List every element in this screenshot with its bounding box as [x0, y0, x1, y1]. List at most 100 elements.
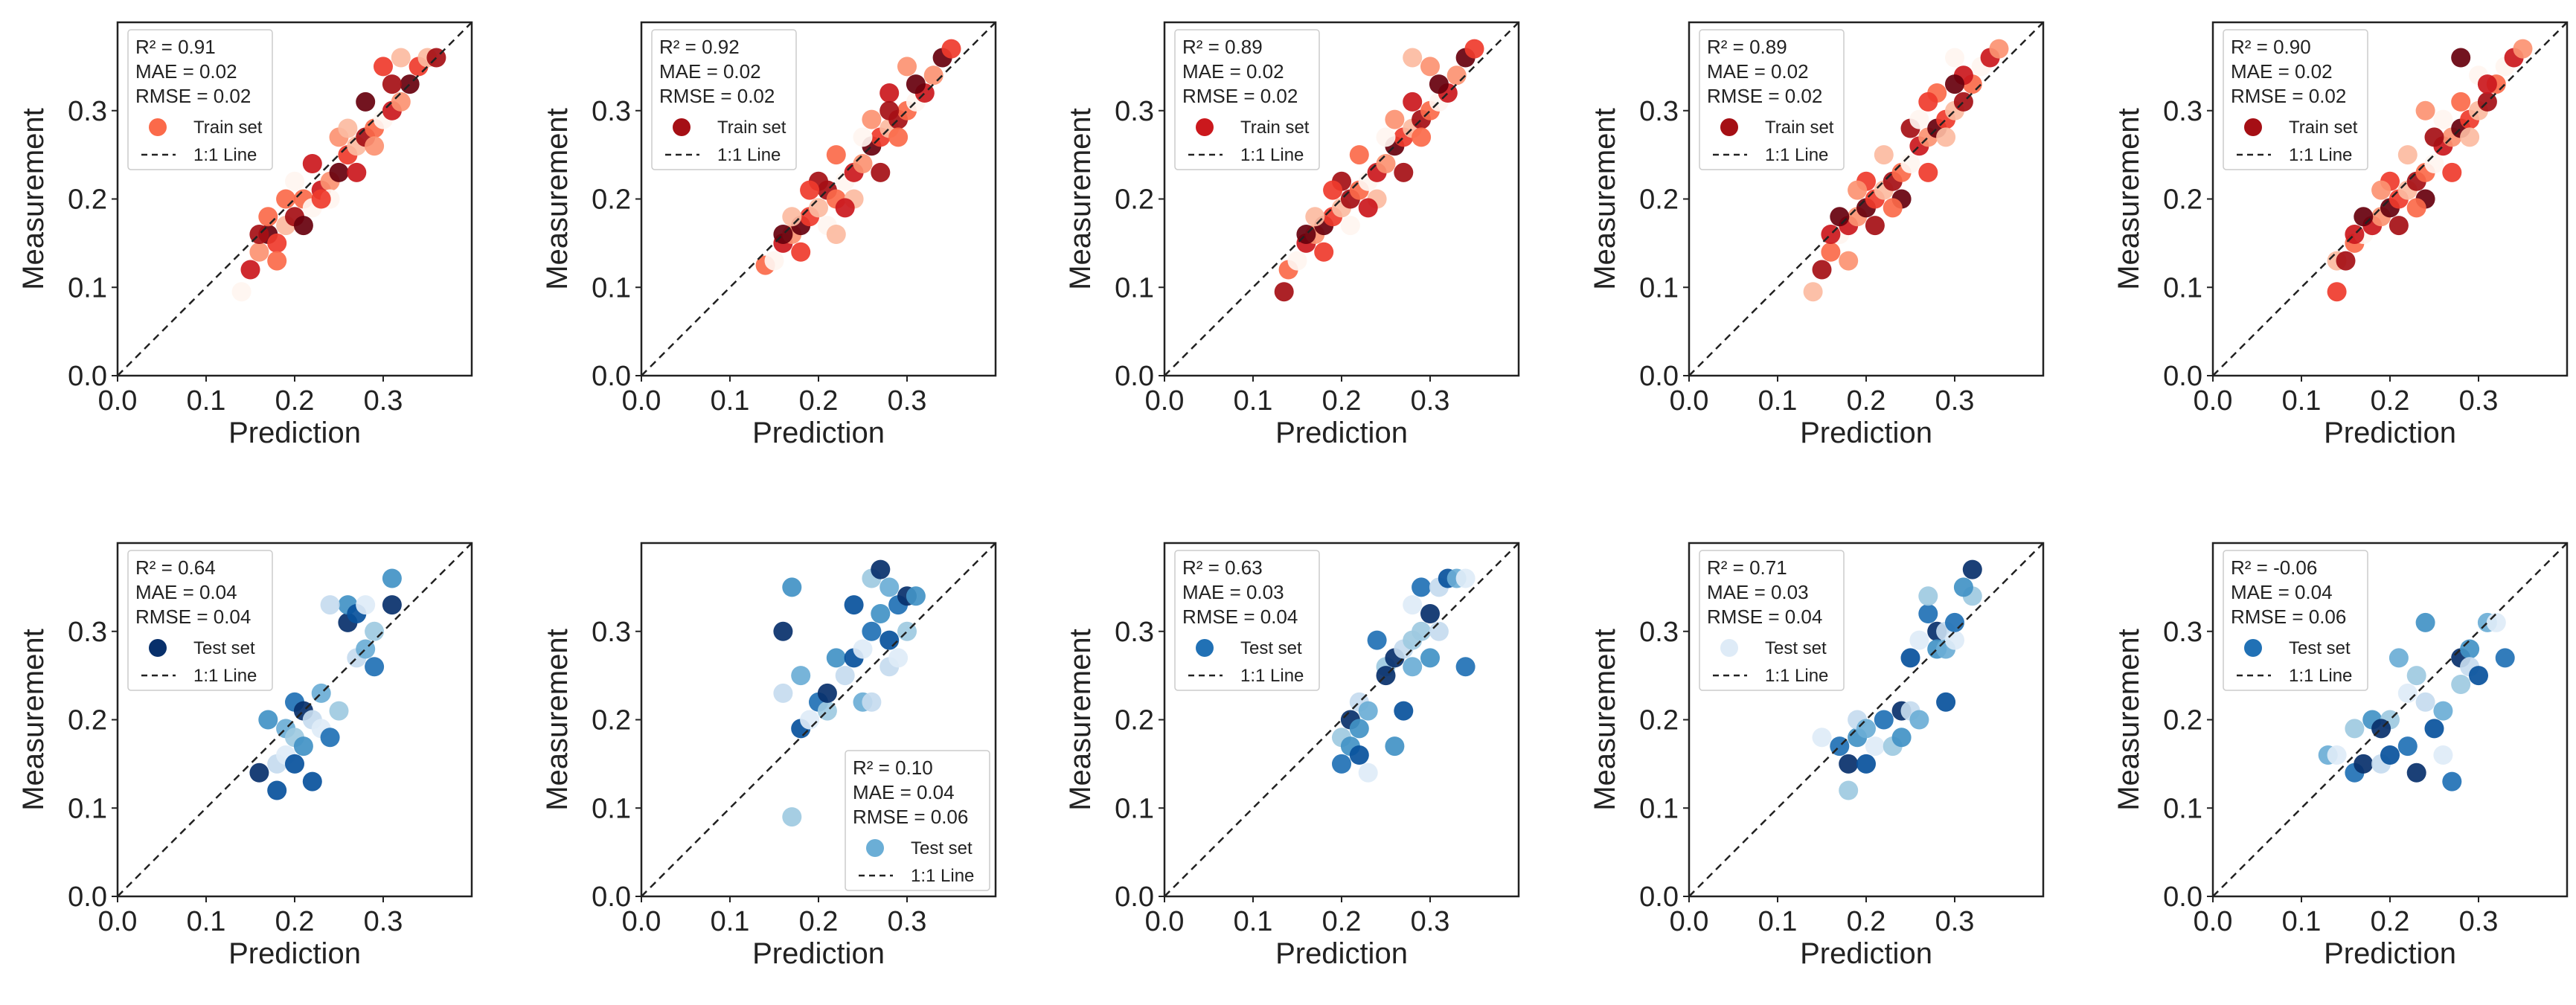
- y-tick-label: 0.3: [68, 617, 107, 648]
- data-point: [1314, 242, 1334, 262]
- data-point: [1856, 719, 1876, 739]
- legend: [2223, 29, 2368, 170]
- data-point: [1332, 754, 1351, 774]
- data-point: [826, 225, 846, 244]
- data-point: [2371, 180, 2391, 200]
- data-point: [329, 701, 349, 721]
- data-point: [853, 154, 873, 173]
- data-point: [2460, 127, 2480, 147]
- data-point: [2433, 701, 2453, 721]
- stat-label: MAE = 0.02: [2231, 60, 2333, 83]
- x-tick-label: 0.2: [799, 385, 839, 417]
- data-point: [2388, 648, 2409, 668]
- legend-set-label: Train set: [717, 118, 786, 138]
- stat-label: R² = 0.89: [1707, 36, 1787, 58]
- legend: [651, 29, 797, 170]
- data-point: [1385, 736, 1405, 757]
- data-point: [1874, 710, 1894, 730]
- data-point: [1839, 780, 1859, 800]
- x-axis-label: Prediction: [2324, 417, 2456, 449]
- x-axis-label: Prediction: [228, 937, 361, 970]
- data-point: [773, 683, 793, 703]
- stat-label: R² = 0.90: [2231, 36, 2311, 58]
- data-point: [2513, 39, 2533, 59]
- x-tick-label: 0.0: [2194, 385, 2233, 417]
- x-axis-label: Prediction: [228, 417, 361, 449]
- data-point: [1446, 65, 1467, 86]
- data-point: [826, 145, 846, 165]
- legend-line-label: 1:1 Line: [717, 145, 781, 165]
- stat-label: MAE = 0.04: [135, 581, 237, 603]
- data-point: [311, 189, 331, 209]
- y-tick-label: 0.1: [592, 272, 631, 304]
- data-point: [2415, 100, 2435, 121]
- data-point: [835, 666, 855, 686]
- legend-marker: [149, 639, 167, 657]
- stat-label: RMSE = 0.06: [2231, 606, 2346, 628]
- y-axis-label: Measurement: [1064, 108, 1097, 290]
- stat-label: R² = 0.63: [1182, 556, 1263, 579]
- legend: [127, 550, 273, 691]
- legend-marker: [2244, 118, 2262, 136]
- stat-label: MAE = 0.03: [1707, 581, 1809, 603]
- subplot-7: 0.0 0.1 0.2 0.30.00.10.20.3PredictionMeasur…: [541, 542, 997, 970]
- data-point: [773, 621, 793, 641]
- legend-set-label: Train set: [193, 118, 263, 138]
- y-tick-label: 0.2: [1115, 705, 1154, 736]
- x-tick-label: 0.2: [1322, 385, 1362, 417]
- x-tick-label: 0.0: [622, 906, 661, 937]
- y-tick-label: 0.0: [1115, 361, 1154, 392]
- data-point: [862, 621, 882, 641]
- data-point: [1856, 754, 1876, 774]
- legend-set-label: Train set: [1240, 118, 1310, 138]
- data-point: [1945, 74, 1964, 94]
- data-point: [2442, 771, 2462, 792]
- legend-line-label: 1:1 Line: [911, 866, 974, 886]
- data-point: [1918, 162, 1938, 182]
- x-tick-label: 0.1: [1758, 385, 1798, 417]
- y-tick-label: 0.0: [592, 361, 631, 392]
- data-point: [320, 728, 340, 748]
- legend-marker: [149, 118, 167, 136]
- y-axis-label: Measurement: [17, 629, 50, 811]
- x-tick-label: 0.3: [1935, 906, 1975, 937]
- x-tick-label: 0.3: [1411, 385, 1450, 417]
- legend-line-label: 1:1 Line: [193, 666, 257, 686]
- data-point: [1376, 154, 1396, 173]
- data-point: [1349, 745, 1369, 765]
- data-point: [1385, 109, 1405, 129]
- data-point: [258, 710, 278, 730]
- data-point: [2397, 683, 2418, 703]
- x-axis-label: Prediction: [2324, 937, 2456, 970]
- data-point: [1803, 282, 1823, 302]
- data-point: [1403, 91, 1423, 112]
- data-point: [1420, 57, 1440, 77]
- stat-label: RMSE = 0.02: [135, 85, 251, 107]
- data-point: [880, 100, 900, 121]
- y-axis-label: Measurement: [17, 108, 50, 290]
- x-tick-label: 0.1: [1234, 385, 1273, 417]
- stat-label: RMSE = 0.02: [659, 85, 775, 107]
- y-axis-label: Measurement: [1064, 629, 1097, 811]
- y-axis-label: Measurement: [1589, 629, 1621, 811]
- stat-label: RMSE = 0.04: [135, 606, 251, 628]
- data-point: [888, 127, 909, 147]
- data-point: [285, 171, 304, 191]
- data-point: [2424, 719, 2444, 739]
- subplot-8: 0.0 0.1 0.2 0.30.00.10.20.3PredictionMeasur…: [1064, 542, 1520, 970]
- data-point: [2415, 692, 2435, 712]
- y-tick-label: 0.1: [1639, 272, 1679, 304]
- y-axis-label: Measurement: [541, 108, 574, 290]
- subplot-4: 0.0 0.1 0.2 0.30.00.10.20.3PredictionMeasur…: [1589, 21, 2045, 449]
- data-point: [1394, 162, 1414, 182]
- data-point: [871, 162, 891, 182]
- legend: [845, 750, 990, 891]
- legend-set-label: Test set: [1240, 638, 1302, 658]
- y-tick-label: 0.0: [68, 361, 107, 392]
- x-tick-label: 0.2: [1322, 906, 1362, 937]
- data-point: [2495, 648, 2515, 668]
- data-point: [1848, 180, 1868, 200]
- data-point: [1403, 657, 1423, 677]
- data-point: [897, 57, 917, 77]
- data-point: [880, 577, 900, 597]
